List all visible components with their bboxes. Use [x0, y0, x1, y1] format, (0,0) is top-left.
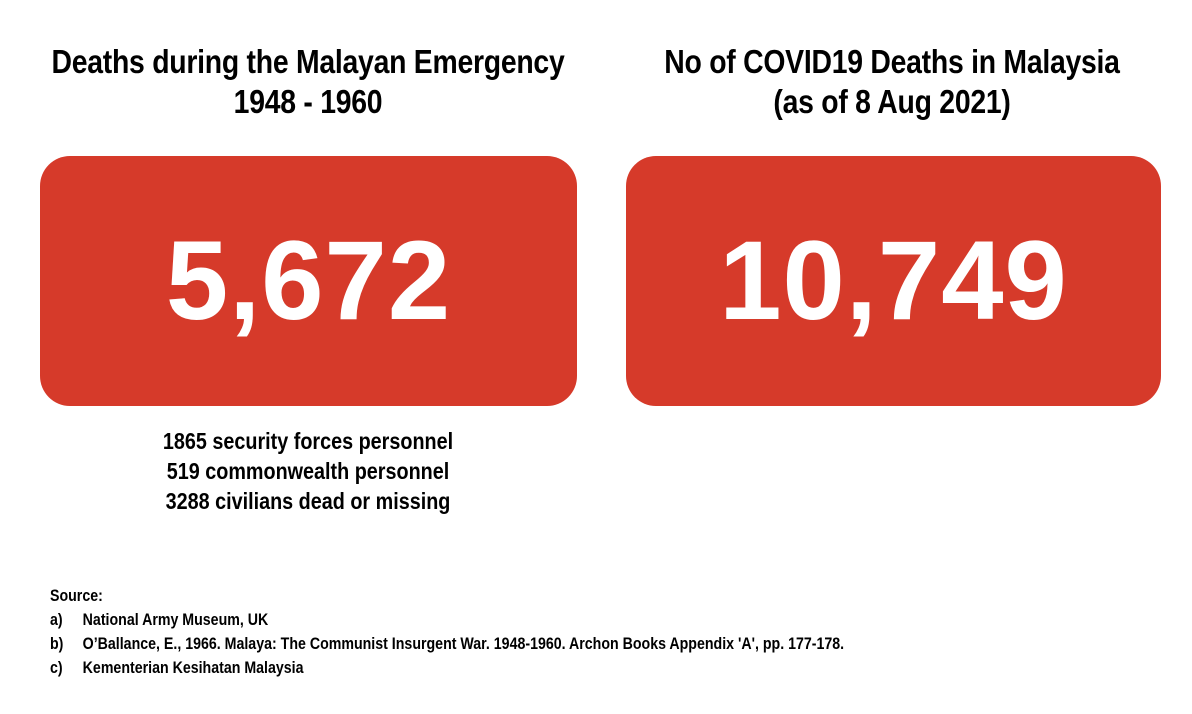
source-item: c) Kementerian Kesihatan Malaysia — [50, 656, 1065, 680]
source-item-text: O’Ballance, E., 1966. Malaya: The Commun… — [82, 635, 845, 653]
sources-section: Source: a) National Army Museum, UK b) O… — [50, 584, 1065, 680]
covid-deaths-stat-box: 10,749 — [626, 156, 1161, 406]
source-item: a) National Army Museum, UK — [50, 608, 1065, 632]
malayan-emergency-title-line2: 1948 - 1960 — [233, 83, 383, 120]
source-item-text: Kementerian Kesihatan Malaysia — [82, 659, 304, 677]
source-item: b) O’Ballance, E., 1966. Malaya: The Com… — [50, 632, 1065, 656]
source-item-letter: a) — [50, 611, 63, 629]
covid-deaths-title: No of COVID19 Deaths in Malaysia (as of … — [634, 42, 1150, 122]
source-item-letter: b) — [50, 635, 64, 653]
breakdown-line-security-forces: 1865 security forces personnel — [162, 428, 454, 454]
covid-death-count: 10,749 — [719, 218, 1068, 343]
malayan-emergency-title: Deaths during the Malayan Emergency 1948… — [50, 42, 566, 122]
malayan-emergency-stat-box: 5,672 — [40, 156, 577, 406]
source-item-letter: c) — [50, 659, 63, 677]
covid-deaths-title-line2: (as of 8 Aug 2021) — [773, 83, 1011, 120]
sources-heading: Source: — [50, 587, 103, 605]
breakdown-line-commonwealth: 519 commonwealth personnel — [166, 458, 450, 484]
malayan-emergency-title-line1: Deaths during the Malayan Emergency — [51, 43, 565, 80]
malayan-emergency-breakdown: 1865 security forces personnel 519 commo… — [50, 426, 566, 516]
breakdown-line-civilians: 3288 civilians dead or missing — [165, 488, 451, 514]
malayan-emergency-death-count: 5,672 — [165, 218, 452, 343]
source-item-text: National Army Museum, UK — [82, 611, 269, 629]
covid-deaths-title-line1: No of COVID19 Deaths in Malaysia — [664, 43, 1120, 80]
